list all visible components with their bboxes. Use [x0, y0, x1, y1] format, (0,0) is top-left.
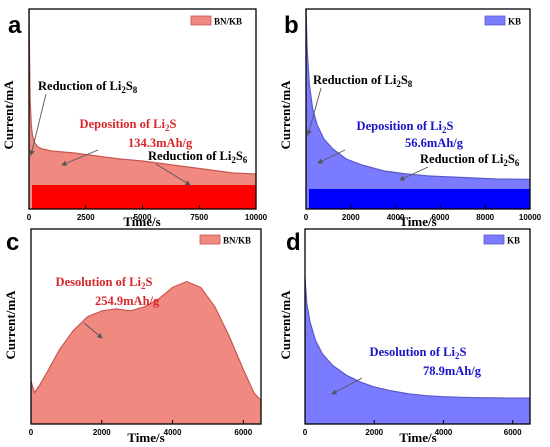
annotation-text: Deposition of Li2S: [80, 117, 177, 133]
area-fill: [31, 281, 261, 424]
annotation-text: 56.6mAh/g: [405, 136, 464, 150]
legend-swatch: [190, 15, 212, 26]
x-axis-label: Time/s: [399, 430, 436, 445]
x-tick-label: 8000: [476, 213, 494, 222]
x-tick-label: 0: [304, 213, 309, 222]
series-line: [28, 8, 257, 175]
x-tick-label: 5000: [134, 213, 152, 222]
x-tick-label: 2500: [77, 213, 95, 222]
x-tick-label: 0: [29, 428, 34, 437]
base-band: [309, 189, 530, 209]
area-fill: [29, 9, 256, 209]
x-tick-label: 6000: [234, 428, 252, 437]
series-line: [305, 8, 531, 180]
x-tick-label: 2000: [93, 428, 111, 437]
y-axis-label: Current/mA: [278, 80, 293, 150]
x-tick-label: 2000: [342, 213, 360, 222]
annotation-text: Reduction of Li2S8: [38, 79, 138, 95]
y-axis-label: Current/mA: [3, 290, 18, 360]
annotation-arrow: [155, 163, 191, 186]
panel-d: 0 2000 4000 6000 Current/mA Time/s d KB Desoluti…: [278, 228, 531, 445]
x-axis-label: Time/s: [127, 430, 164, 445]
annotation-text: 134.3mAh/g: [128, 136, 193, 150]
x-tick-label: 10000: [519, 213, 542, 222]
annotation-arrow: [306, 87, 322, 136]
annotation-text: Desolution of Li2S: [370, 345, 467, 361]
y-axis-label: Current/mA: [1, 80, 16, 150]
legend-swatch: [483, 234, 505, 245]
x-tick-label: 2000: [365, 428, 383, 437]
legend-label: BN/KB: [214, 17, 242, 27]
annotation-text: Reduction of Li2S6: [420, 152, 520, 168]
plot-frame: [304, 228, 531, 425]
annotation-arrow: [61, 149, 99, 166]
legend-label: KB: [507, 236, 520, 246]
panel-a: 0 2500 5000 7500 10000 Current/mA Time/s a BN/KB…: [1, 8, 268, 229]
plot-frame: [30, 228, 262, 425]
annotation-arrow: [83, 322, 103, 339]
plot-frame: [305, 8, 531, 210]
series-line: [304, 277, 530, 399]
annotation-text: Reduction of Li2S8: [313, 73, 413, 89]
panel-letter: d: [286, 229, 301, 256]
annotation-text: Deposition of Li2S: [357, 119, 454, 135]
x-tick-label: 7500: [190, 213, 208, 222]
series-line: [30, 280, 262, 402]
base-band: [32, 185, 256, 209]
panel-b: 0 2000 4000 6000 8000 10000 Current/mA Time/s b K…: [278, 8, 542, 229]
x-tick-label: 10000: [245, 213, 268, 222]
panel-letter: b: [284, 12, 299, 39]
annotation-text: 254.9mAh/g: [95, 294, 160, 308]
y-axis-label: Current/mA: [278, 290, 293, 360]
x-tick-label: 0: [303, 428, 308, 437]
x-tick-label: 4000: [164, 428, 182, 437]
legend-label: KB: [508, 17, 521, 27]
annotation-text: Desolution of Li2S: [56, 275, 153, 291]
x-tick-label: 4000: [387, 213, 405, 222]
annotation-arrow: [29, 93, 47, 156]
x-axis-label: Time/s: [399, 214, 436, 229]
annotation-arrow: [399, 166, 429, 181]
panel-letter: a: [8, 12, 22, 39]
area-fill: [305, 277, 530, 424]
legend-swatch: [484, 15, 506, 26]
x-tick-label: 4000: [435, 428, 453, 437]
legend-swatch: [199, 234, 221, 245]
x-tick-label: 6000: [504, 428, 522, 437]
x-axis-label: Time/s: [123, 214, 160, 229]
x-tick-label: 6000: [432, 213, 450, 222]
panel-letter: c: [6, 229, 19, 256]
annotation-arrow: [331, 377, 363, 395]
legend-label: BN/KB: [223, 236, 251, 246]
annotation-arrow: [317, 149, 346, 164]
annotation-text: Reduction of Li2S6: [148, 149, 248, 165]
panel-c: 0 2000 4000 6000 Current/mA Time/s c BN/KB Desol…: [3, 228, 262, 445]
x-tick-label: 0: [27, 213, 32, 222]
annotation-text: 78.9mAh/g: [423, 364, 482, 378]
